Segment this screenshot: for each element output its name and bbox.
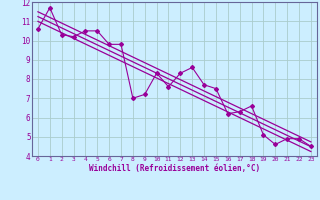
X-axis label: Windchill (Refroidissement éolien,°C): Windchill (Refroidissement éolien,°C) bbox=[89, 164, 260, 173]
